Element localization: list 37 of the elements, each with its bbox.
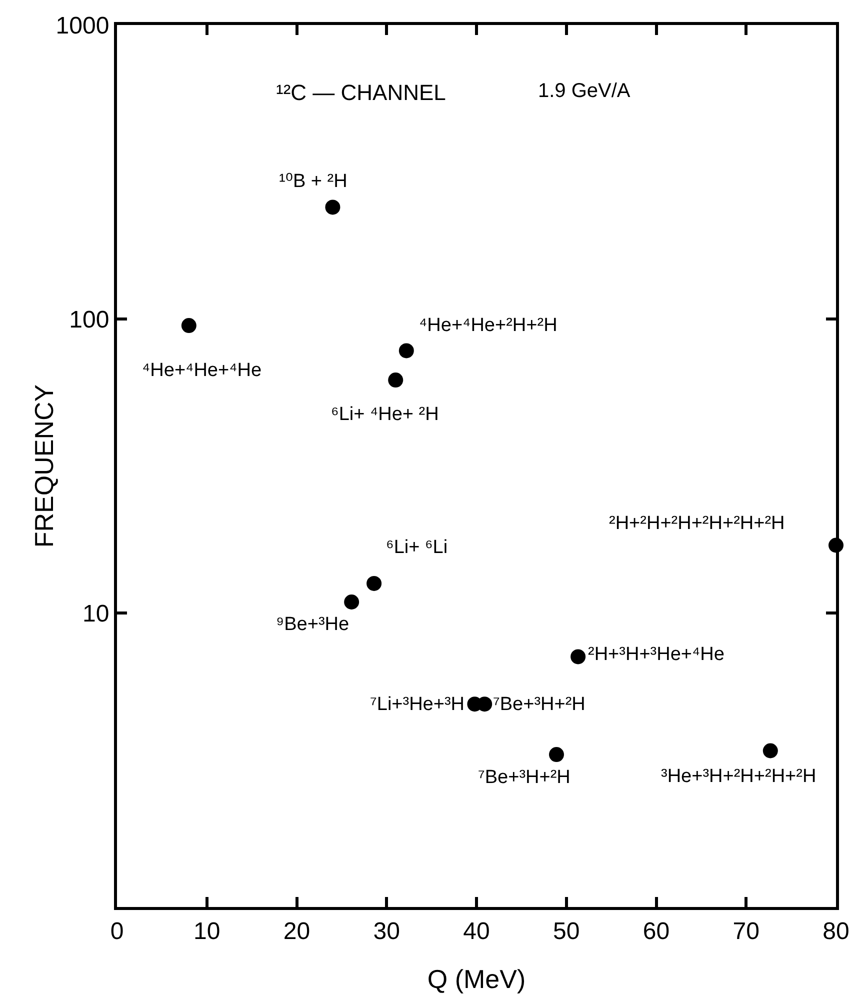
point [762, 743, 778, 758]
x-axis-title: Q (MeV) [427, 964, 526, 994]
x-tick-label: 20 [283, 918, 310, 945]
annotation: ⁶Li+ ⁶Li [386, 537, 448, 558]
y-tick-label: 10 [82, 600, 110, 628]
x-tick-label: 0 [110, 918, 124, 945]
annotation: ¹⁰B + ²H [279, 171, 348, 192]
annotation: ²H+³H+³He+⁴He [588, 644, 724, 665]
annotation: ⁴He+⁴He+²H+²H [419, 315, 558, 336]
x-tick-label: 50 [553, 918, 580, 945]
point [388, 372, 404, 388]
point [366, 576, 382, 591]
annotation: ⁴He+⁴He+⁴He [142, 360, 262, 381]
point [181, 318, 196, 334]
x-tick-label: 10 [194, 918, 220, 945]
x-tick-label: 60 [642, 918, 670, 945]
x-tick-label: 80 [822, 918, 850, 945]
annotation: ⁷Li+³He+³H [370, 694, 465, 715]
annotation: ²H+²H+²H+²H+²H+²H [609, 513, 785, 534]
point [325, 200, 340, 215]
x-tick-label: 70 [732, 918, 760, 945]
annotation: ⁹Be+³He [276, 614, 350, 635]
x-tick-label: 30 [373, 918, 400, 945]
annotation: ⁶Li+ ⁴He+ ²H [331, 404, 439, 425]
y-tick-label: 1000 [56, 12, 110, 40]
point [570, 649, 586, 664]
annotation: ⁷Be+³H+²H [493, 694, 586, 715]
x-tick-label: 40 [463, 918, 490, 945]
point [548, 747, 564, 762]
text: ¹²C — CHANNEL [276, 80, 446, 105]
annotation: ³He+³H+²H+²H+²H [661, 766, 816, 787]
text: 1.9 GeV/A [538, 80, 631, 102]
y-tick-label: 100 [69, 306, 110, 334]
point [344, 594, 360, 610]
point [398, 343, 414, 358]
y-axis-title: FREQUENCY [29, 384, 59, 548]
annotation: ⁷Be+³H+²H [478, 767, 570, 788]
